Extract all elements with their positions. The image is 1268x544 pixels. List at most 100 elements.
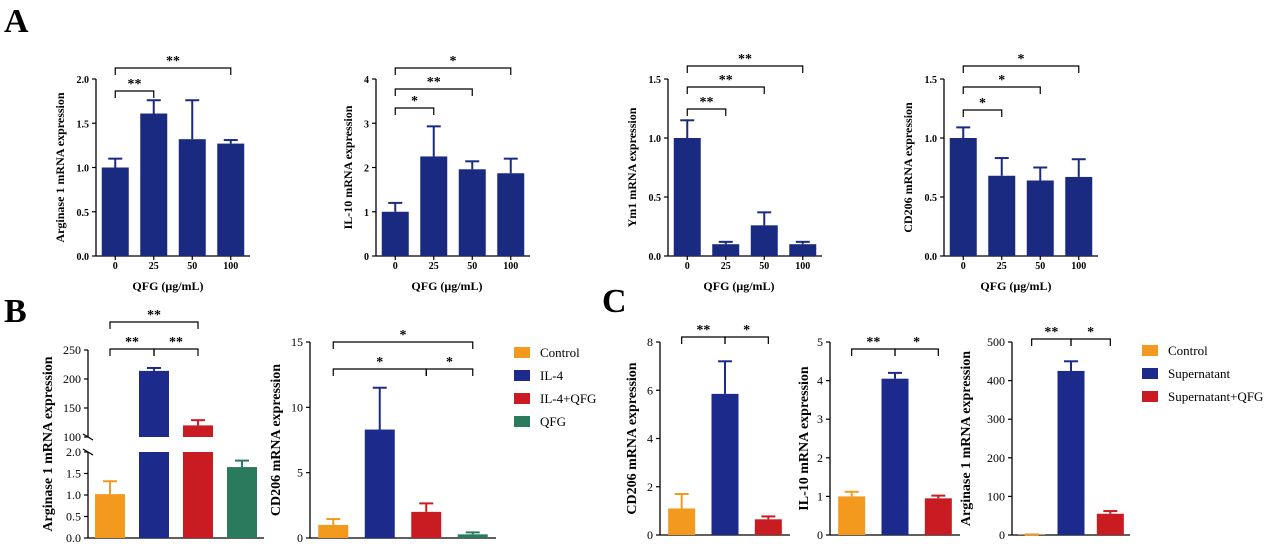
legend-label: IL-4+QFG [540, 391, 596, 406]
x-axis-title: QFG (μg/mL) [411, 279, 482, 293]
y-tick-label: 0 [999, 528, 1005, 542]
y-tick-label: 100 [63, 430, 81, 444]
bar [1026, 180, 1054, 256]
significance-bracket [1070, 338, 1111, 346]
y-tick-label: 200 [987, 451, 1005, 465]
bar [183, 425, 213, 437]
bar [754, 519, 782, 535]
significance-bracket [962, 65, 1080, 73]
significance-label: ** [125, 335, 139, 350]
y-tick-label: 2 [364, 164, 369, 175]
y-tick-label: 1.5 [649, 75, 662, 86]
y-tick-label: 1.5 [925, 75, 938, 86]
significance-bracket [1031, 338, 1072, 346]
x-tick-label: 25 [721, 261, 731, 272]
y-tick-label: 10 [291, 400, 303, 414]
significance-bracket [394, 88, 473, 96]
chart-b-cd206: 0 5 10 15 CD206 mRNA expression * * * [269, 328, 496, 544]
y-tick-label: 1 [364, 208, 369, 219]
significance-label: * [979, 96, 986, 111]
y-tick-label: 1.0 [66, 488, 81, 502]
significance-label: ** [147, 308, 161, 323]
x-tick-label: 0 [393, 261, 398, 272]
significance-label: * [913, 335, 920, 350]
legend-swatch [514, 416, 530, 427]
bar [420, 156, 448, 256]
x-tick-label: 50 [1035, 261, 1045, 272]
x-tick-label: 50 [759, 261, 769, 272]
y-tick-label: 1.0 [925, 134, 938, 145]
bar [668, 508, 696, 535]
bar [881, 378, 909, 535]
legend-swatch [514, 347, 530, 358]
bar [789, 244, 817, 256]
bar [1065, 176, 1093, 256]
legend-label: QFG [540, 414, 566, 429]
significance-bracket [686, 108, 727, 116]
x-tick-label: 100 [223, 261, 238, 272]
bar [988, 175, 1016, 256]
bar [924, 498, 952, 535]
significance-bracket [394, 107, 435, 115]
significance-label: ** [700, 95, 714, 110]
y-axis-title: CD206 mRNA expression [269, 364, 284, 516]
y-tick-label: 0.0 [649, 252, 662, 263]
y-tick-label: 6 [647, 383, 653, 397]
panel-letter-b: B [4, 293, 27, 330]
significance-label: ** [738, 52, 752, 67]
y-tick-label: 2 [817, 451, 823, 465]
bar [457, 534, 488, 538]
legend-label: Supernatant+QFG [1168, 389, 1263, 404]
y-tick-label: 250 [63, 343, 81, 357]
x-axis-title: QFG (μg/mL) [703, 279, 774, 293]
bar [1096, 513, 1124, 535]
x-tick-label: 25 [997, 261, 1007, 272]
chart-a-cd206: 0.0 0.5 1.0 1.5 0 25 50 100 QFG (μg/mL) CD206 mRN… [901, 52, 1098, 293]
y-tick-label: 500 [987, 335, 1005, 349]
y-tick-label: 0 [297, 531, 303, 544]
y-tick-label: 100 [987, 489, 1005, 503]
bar [318, 524, 349, 538]
bar [101, 167, 129, 256]
significance-bracket [332, 341, 474, 349]
bar [178, 139, 206, 256]
significance-label: ** [719, 73, 733, 88]
significance-bracket [962, 109, 1003, 117]
x-tick-label: 25 [149, 261, 159, 272]
significance-bracket [851, 348, 896, 356]
significance-label: * [400, 328, 407, 343]
legend-swatch [514, 393, 530, 404]
x-tick-label: 25 [429, 261, 439, 272]
y-tick-label: 1.0 [77, 164, 90, 175]
x-axis-title: QFG (μg/mL) [980, 279, 1051, 293]
significance-label: ** [1044, 325, 1058, 340]
legend-swatch [514, 370, 530, 381]
y-axis-title: Ym1 mRNA expression [625, 107, 639, 227]
bar [381, 211, 409, 256]
y-tick-label: 4 [647, 432, 653, 446]
y-tick-label: 0.5 [925, 193, 938, 204]
y-tick-label: 0 [817, 528, 823, 542]
significance-label: ** [696, 323, 710, 338]
bar [227, 467, 257, 538]
y-tick-label: 0.5 [649, 193, 662, 204]
significance-bracket [681, 336, 726, 344]
y-axis-title: Arginase 1 mRNA expression [53, 92, 67, 242]
legend-b: Control IL-4 IL-4+QFG QFG [514, 345, 596, 429]
bar [750, 225, 778, 256]
x-tick-label: 100 [503, 261, 518, 272]
bar [838, 496, 866, 535]
y-tick-label: 0 [647, 528, 653, 542]
legend-label: Supernatant [1168, 366, 1230, 381]
y-tick-label: 5 [297, 466, 303, 480]
significance-bracket [153, 348, 199, 356]
significance-bracket [109, 321, 199, 329]
bar [458, 169, 486, 256]
legend-label: Control [1168, 343, 1208, 358]
y-tick-label: 150 [63, 401, 81, 415]
significance-label: ** [128, 77, 142, 92]
significance-bracket [686, 86, 765, 94]
